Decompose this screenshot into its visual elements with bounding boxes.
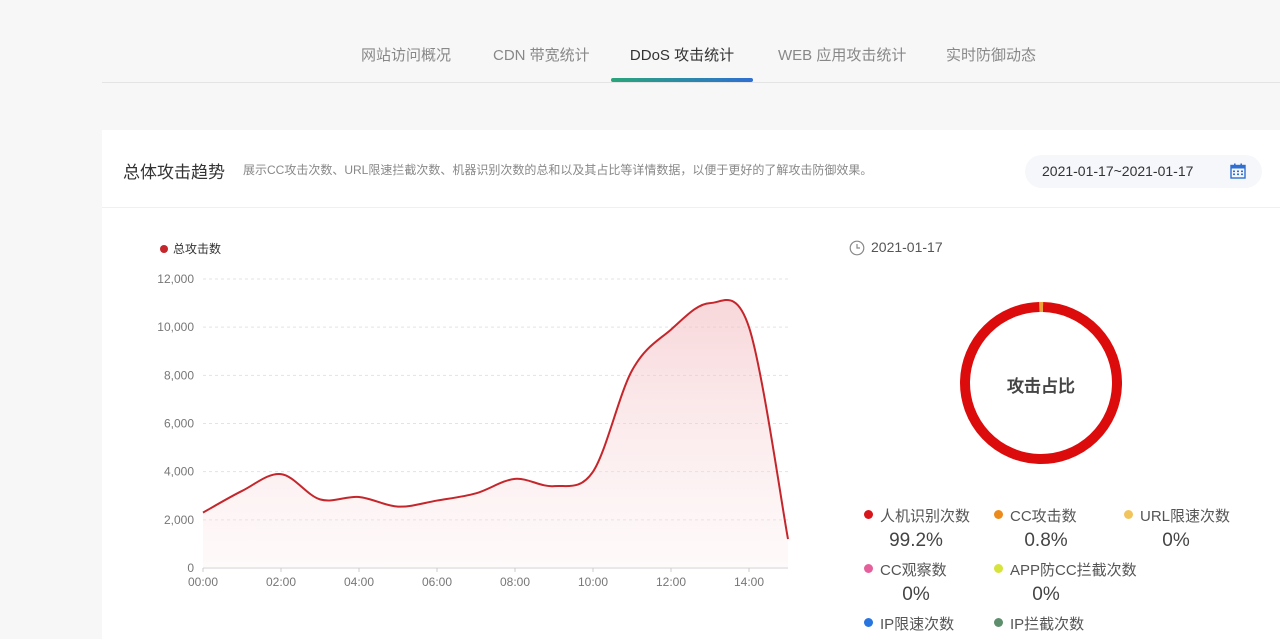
- clock-icon: [849, 240, 865, 256]
- x-tick-label: 02:00: [266, 575, 296, 589]
- legend-name: IP拦截次数: [1010, 616, 1085, 633]
- date-range-picker[interactable]: 2021-01-17~2021-01-17: [1025, 155, 1262, 188]
- legend-percent: 0%: [1032, 584, 1060, 605]
- x-tick-label: 08:00: [500, 575, 530, 589]
- legend-name: IP限速次数: [880, 616, 955, 633]
- section-title: 总体攻击趋势: [123, 163, 225, 182]
- tab-web-attack-stats[interactable]: WEB 应用攻击统计: [778, 44, 906, 82]
- x-tick-label: 12:00: [656, 575, 686, 589]
- legend-dot: [864, 564, 873, 573]
- ratio-legend: 人机识别次数 99.2% CC攻击数 0.8% URL限速次数 0% CC观察数…: [862, 505, 1262, 639]
- legend-dot: [864, 618, 873, 627]
- attack-ratio-donut: [960, 302, 1122, 464]
- legend-name: CC观察数: [880, 562, 947, 579]
- card-header: 总体攻击趋势 展示CC攻击次数、URL限速拦截次数、机器识别次数的总和以及其占比…: [102, 130, 1280, 208]
- tab-label: WEB 应用攻击统计: [778, 47, 907, 64]
- donut-title: 攻击占比: [1007, 377, 1075, 396]
- legend-dot: [994, 564, 1003, 573]
- y-tick-label: 10,000: [157, 320, 194, 334]
- y-tick-label: 12,000: [157, 272, 194, 286]
- legend-percent: 99.2%: [889, 530, 943, 551]
- legend-name: CC攻击数: [1010, 508, 1077, 525]
- series-line: [202, 299, 789, 540]
- tab-label: 网站访问概况: [361, 47, 452, 64]
- tab-realtime-defense[interactable]: 实时防御动态: [946, 44, 1037, 82]
- x-tick-label: 04:00: [344, 575, 374, 589]
- tab-bar: 网站访问概况 CDN 带宽统计 DDoS 攻击统计 WEB 应用攻击统计 实时防…: [102, 0, 1280, 83]
- legend-dot: [994, 618, 1003, 627]
- legend-percent: 0%: [1162, 530, 1190, 551]
- legend-dot: [994, 510, 1003, 519]
- tab-ddos-stats[interactable]: DDoS 攻击统计: [611, 44, 753, 82]
- legend-name: APP防CC拦截次数: [1010, 562, 1137, 579]
- y-tick-label: 8,000: [164, 368, 194, 382]
- x-tick-label: 10:00: [578, 575, 608, 589]
- legend-dot: [160, 245, 168, 253]
- tab-label: DDoS 攻击统计: [629, 47, 735, 64]
- legend-percent: 0.8%: [1024, 530, 1068, 551]
- x-tick-label: 00:00: [188, 575, 218, 589]
- x-tick-label: 06:00: [422, 575, 452, 589]
- y-tick-label: 2,000: [164, 513, 194, 527]
- selected-date-text: 2021-01-17: [871, 239, 943, 255]
- date-range-value: 2021-01-17~2021-01-17: [1042, 163, 1194, 179]
- chart-legend[interactable]: 总攻击数: [160, 241, 221, 256]
- attack-trend-chart: 0 2,000 4,000 6,000 8,000 10,000 12,000 00:00 0…: [157, 241, 789, 589]
- legend-dot: [1124, 510, 1133, 519]
- tab-label: CDN 带宽统计: [493, 47, 590, 64]
- tab-site-overview[interactable]: 网站访问概况: [361, 44, 452, 82]
- series-area: [203, 300, 788, 568]
- legend-name: URL限速次数: [1140, 508, 1231, 525]
- legend-percent: 0%: [902, 584, 930, 605]
- y-tick-label: 6,000: [164, 417, 194, 431]
- section-description: 展示CC攻击次数、URL限速拦截次数、机器识别次数的总和以及其占比等详情数据，以…: [243, 163, 873, 177]
- legend-total-attacks: 总攻击数: [173, 241, 221, 256]
- legend-name: 人机识别次数: [880, 508, 971, 525]
- x-tick-label: 14:00: [734, 575, 764, 589]
- tab-label: 实时防御动态: [946, 47, 1037, 64]
- legend-dot: [864, 510, 873, 519]
- y-tick-label: 0: [187, 561, 194, 575]
- y-tick-label: 4,000: [164, 465, 194, 479]
- donut-segment: [960, 302, 1122, 464]
- active-tab-indicator: [611, 78, 753, 82]
- calendar-icon[interactable]: [1230, 163, 1246, 179]
- tab-cdn-bandwidth[interactable]: CDN 带宽统计: [493, 44, 590, 82]
